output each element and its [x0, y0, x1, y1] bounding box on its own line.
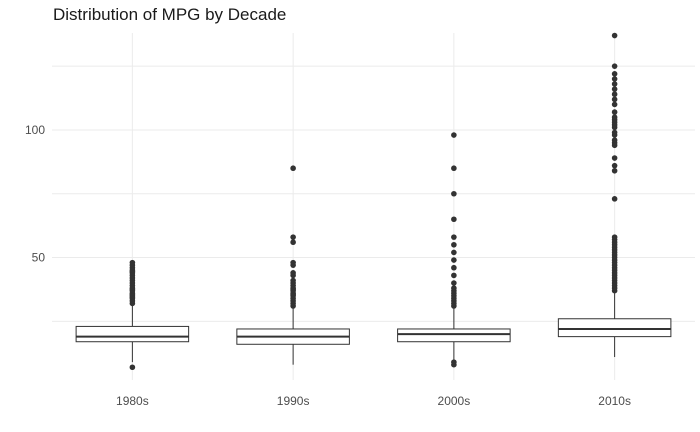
outlier-point [451, 257, 457, 263]
x-tick-label: 1990s [277, 394, 310, 408]
x-axis: 1980s 1990s 2000s 2010s [116, 394, 631, 408]
outlier-point [451, 165, 457, 172]
outlier-point [611, 162, 618, 169]
box-1980s [75, 259, 190, 371]
y-tick-label: 100 [25, 123, 45, 137]
outlier-point [611, 234, 618, 240]
outlier-point [451, 272, 457, 279]
outlier-point [451, 280, 457, 286]
outlier-point [451, 216, 457, 223]
outlier-point [290, 165, 296, 172]
outlier-point [611, 96, 618, 103]
outlier-point [290, 234, 296, 240]
box [557, 318, 672, 338]
outlier-point [611, 63, 618, 69]
box-1990s [236, 165, 350, 365]
box [397, 328, 511, 343]
outlier-point [290, 270, 296, 276]
outlier-point [451, 359, 457, 365]
y-axis: 50 100 [25, 123, 45, 265]
outlier-point [290, 277, 296, 284]
outlier-point [611, 109, 618, 115]
outlier-point [611, 101, 618, 108]
outlier-point [611, 76, 618, 82]
outlier-point [611, 129, 618, 136]
outlier-point [611, 86, 618, 92]
outlier-point [451, 249, 457, 256]
outlier-point [451, 264, 457, 271]
x-tick-label: 1980s [116, 394, 149, 408]
outlier-point [451, 234, 457, 240]
outlier-point [451, 190, 457, 197]
outlier-point [611, 196, 618, 202]
outlier-point [129, 364, 136, 371]
y-tick-label: 50 [32, 251, 46, 265]
outlier-point [290, 239, 296, 246]
chart-title: Distribution of MPG by Decade [53, 5, 287, 24]
outlier-point [611, 137, 618, 143]
outlier-point [290, 259, 296, 266]
box-series [75, 32, 672, 371]
outlier-point [451, 132, 457, 138]
x-tick-label: 2000s [438, 394, 471, 408]
outlier-point [129, 259, 136, 266]
outlier-point [451, 241, 457, 248]
box [75, 325, 190, 343]
outlier-point [611, 167, 618, 174]
outlier-point [611, 91, 618, 98]
outlier-point [611, 71, 618, 77]
outlier-point [611, 32, 618, 39]
box-2000s [397, 132, 511, 368]
box-2010s [557, 32, 672, 358]
outlier-point [611, 81, 618, 87]
outlier-point [611, 155, 618, 161]
outlier-point [611, 114, 618, 120]
outlier-point [451, 285, 457, 291]
x-tick-label: 2010s [598, 394, 631, 408]
